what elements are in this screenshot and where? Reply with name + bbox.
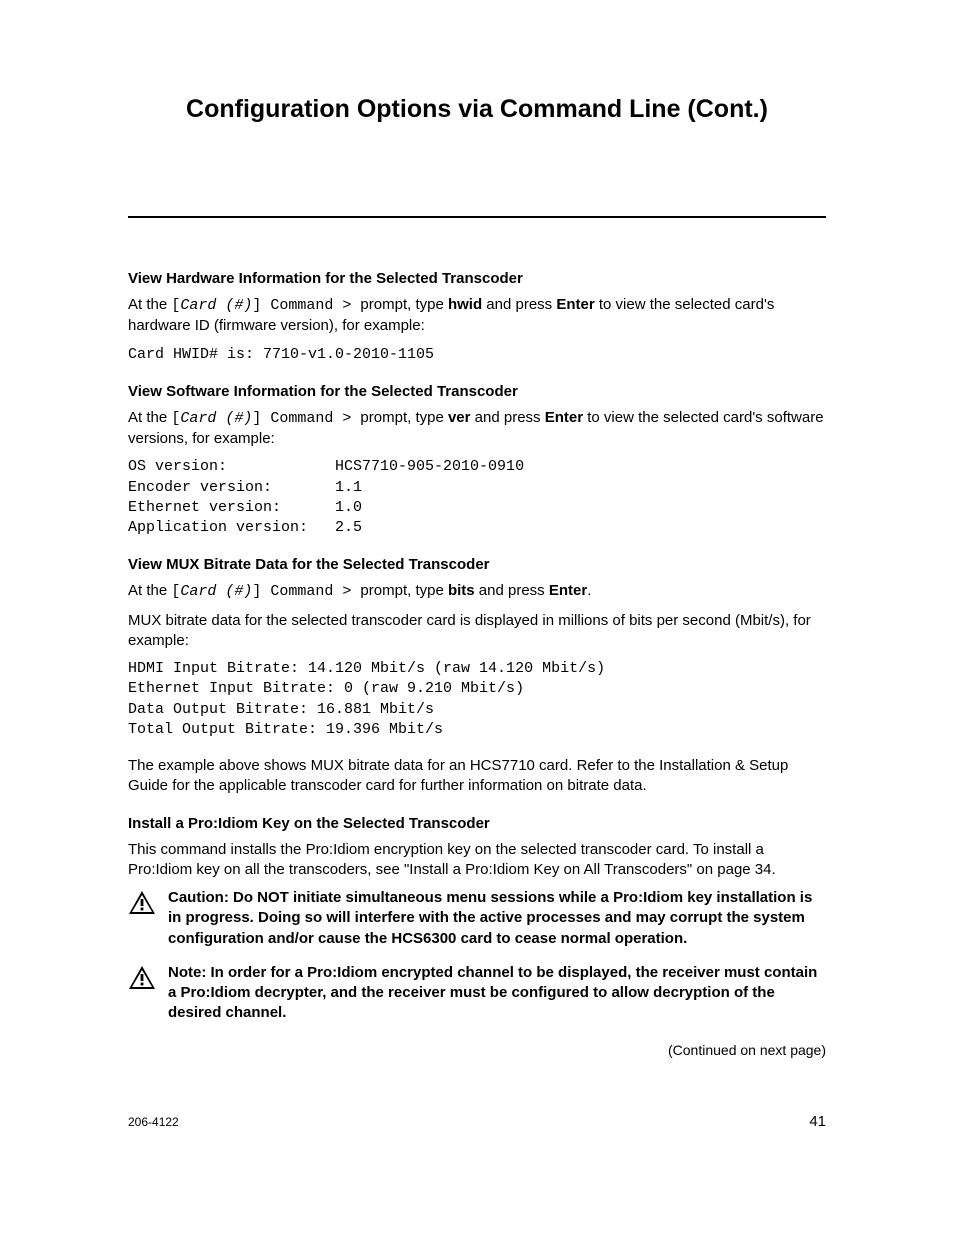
note-text: Note: In order for a Pro:Idiom encrypted… <box>168 963 826 1024</box>
code-output: OS version: HCS7710-905-2010-0910 Encode… <box>128 457 826 538</box>
footer: 206-4122 41 <box>128 1113 826 1130</box>
cmd-ver: ver <box>448 409 471 426</box>
key-enter: Enter <box>549 582 587 599</box>
text: prompt, type <box>360 409 448 426</box>
section-mux-bitrate: View MUX Bitrate Data for the Selected T… <box>128 556 826 796</box>
text: and press <box>471 409 545 426</box>
divider <box>128 216 826 218</box>
text: and press <box>475 582 549 599</box>
section-heading: View MUX Bitrate Data for the Selected T… <box>128 556 826 573</box>
continued-text: (Continued on next page) <box>128 1042 826 1058</box>
section-proidiom: Install a Pro:Idiom Key on the Selected … <box>128 815 826 1024</box>
text: At the <box>128 296 171 313</box>
caution-text: Caution: Do NOT initiate simultaneous me… <box>168 888 826 949</box>
code-output: HDMI Input Bitrate: 14.120 Mbit/s (raw 1… <box>128 659 826 740</box>
body-paragraph: This command installs the Pro:Idiom encr… <box>128 840 826 881</box>
prompt-right: ] Command > <box>252 297 360 314</box>
body-paragraph: The example above shows MUX bitrate data… <box>128 756 826 797</box>
footer-page-number: 41 <box>809 1113 826 1130</box>
section-heading: View Software Information for the Select… <box>128 383 826 400</box>
prompt-card: Card (#) <box>180 410 252 427</box>
body-paragraph: At the [Card (#)] Command > prompt, type… <box>128 408 826 450</box>
warning-icon <box>128 890 156 915</box>
section-software-info: View Software Information for the Select… <box>128 383 826 539</box>
footer-doc-number: 206-4122 <box>128 1115 179 1129</box>
page-title: Configuration Options via Command Line (… <box>128 95 826 124</box>
body-paragraph: At the [Card (#)] Command > prompt, type… <box>128 295 826 337</box>
key-enter: Enter <box>545 409 583 426</box>
cmd-hwid: hwid <box>448 296 482 313</box>
note-block: Note: In order for a Pro:Idiom encrypted… <box>128 963 826 1024</box>
code-output: Card HWID# is: 7710-v1.0-2010-1105 <box>128 345 826 365</box>
text: At the <box>128 582 171 599</box>
prompt-card: Card (#) <box>180 297 252 314</box>
caution-block: Caution: Do NOT initiate simultaneous me… <box>128 888 826 949</box>
section-heading: Install a Pro:Idiom Key on the Selected … <box>128 815 826 832</box>
text: prompt, type <box>360 296 448 313</box>
cmd-bits: bits <box>448 582 475 599</box>
text: prompt, type <box>360 582 448 599</box>
prompt-right: ] Command > <box>252 583 360 600</box>
prompt-card: Card (#) <box>180 583 252 600</box>
warning-icon <box>128 965 156 990</box>
prompt-right: ] Command > <box>252 410 360 427</box>
key-enter: Enter <box>556 296 594 313</box>
body-paragraph: At the [Card (#)] Command > prompt, type… <box>128 581 826 602</box>
text: . <box>587 582 591 599</box>
text: At the <box>128 409 171 426</box>
body-paragraph: MUX bitrate data for the selected transc… <box>128 611 826 652</box>
section-hardware-info: View Hardware Information for the Select… <box>128 270 826 365</box>
text: and press <box>482 296 556 313</box>
section-heading: View Hardware Information for the Select… <box>128 270 826 287</box>
